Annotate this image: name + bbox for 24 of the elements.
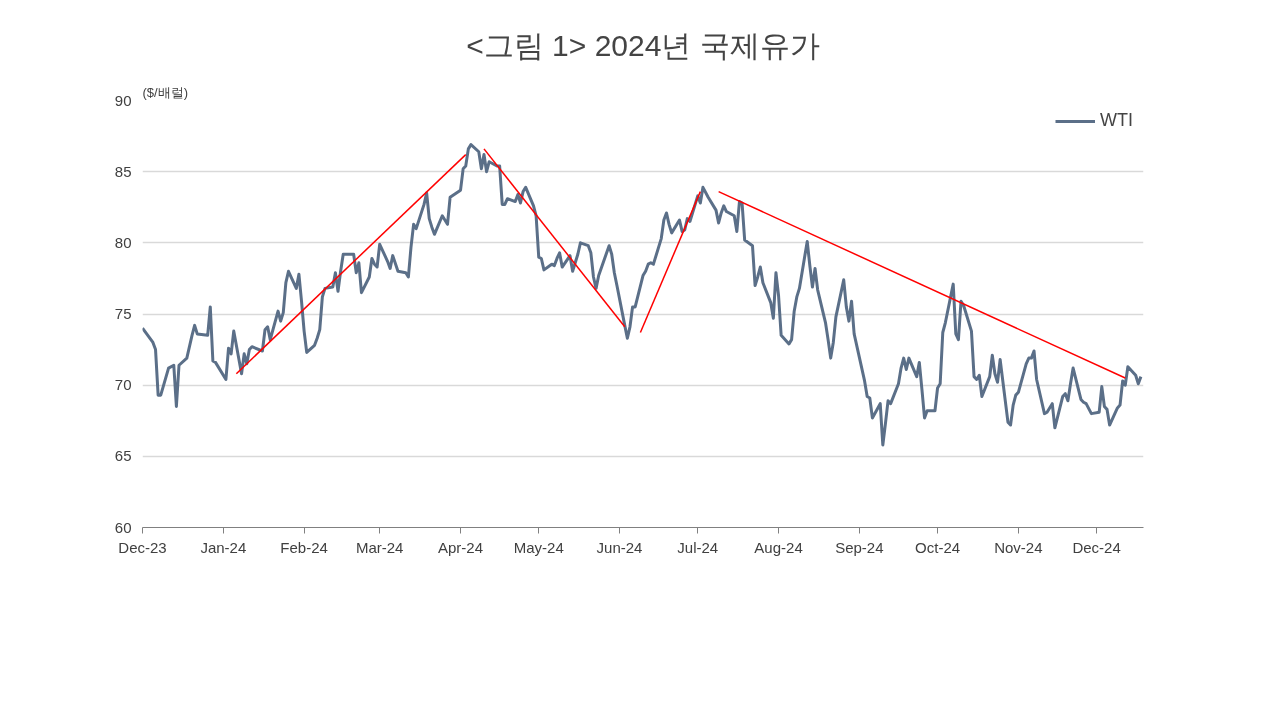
x-tick-label: Jun-24 xyxy=(596,538,643,556)
x-tick-label: Aug-24 xyxy=(754,538,803,556)
x-tick-label: Nov-24 xyxy=(994,538,1043,556)
x-tick-label: Apr-24 xyxy=(438,538,484,556)
y-tick-label: 75 xyxy=(114,305,132,322)
y-tick-label: 65 xyxy=(114,447,132,465)
x-tick-label: Jan-24 xyxy=(200,538,247,556)
legend-label: WTI xyxy=(1100,110,1133,131)
x-tick-label: Sep-24 xyxy=(835,538,884,556)
x-tick-label: May-24 xyxy=(513,538,564,556)
y-tick-label: 90 xyxy=(114,91,132,109)
x-tick-label: Dec-23 xyxy=(118,538,167,556)
x-tick-label: Jul-24 xyxy=(677,538,719,556)
y-tick-label: 70 xyxy=(114,376,132,394)
y-tick-label: 80 xyxy=(114,233,132,251)
y-axis-title: ($/배럴) xyxy=(142,84,188,100)
x-tick-label: Mar-24 xyxy=(355,538,404,556)
chart-title: <그림 1> 2024년 국제유가 xyxy=(466,28,820,62)
line-series xyxy=(142,143,1143,447)
x-tick-label: Feb-24 xyxy=(280,538,328,556)
y-tick-label: 60 xyxy=(114,518,132,536)
y-tick-label: 85 xyxy=(114,162,132,180)
x-tick-label: Oct-24 xyxy=(915,538,961,556)
x-tick-label: Dec-24 xyxy=(1072,538,1121,556)
